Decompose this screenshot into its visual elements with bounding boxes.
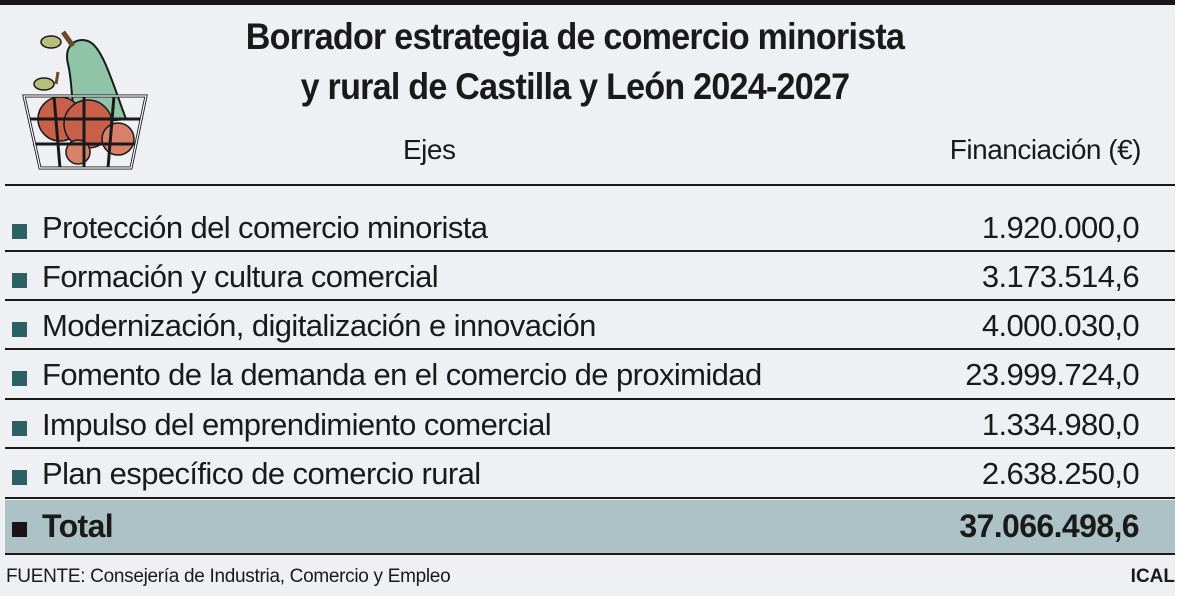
square-bullet-icon [12,272,27,288]
row-divider [5,299,1175,301]
row-value: 3.173.514,6 [981,259,1140,294]
square-bullet-icon [12,321,27,337]
header-divider [5,184,1175,186]
row-divider [5,497,1175,499]
row-label: Fomento de la demanda en el comercio de … [42,357,762,392]
table-row: Impulso del emprendimiento comercial 1.3… [5,401,1175,449]
column-header-ejes: Ejes [403,134,456,165]
row-value: 23.999.724,0 [965,357,1139,392]
total-label: Total [42,508,114,544]
table-row: Formación y cultura comercial 3.173.514,… [5,253,1175,301]
row-divider [5,250,1175,252]
source-note: FUENTE: Consejería de Industria, Comerci… [6,566,451,587]
row-value: 1.334.980,0 [981,407,1140,442]
total-row: Total 37.066.498,6 [5,500,1175,553]
basket-of-fruit-icon [22,30,148,170]
total-divider [5,553,1175,555]
row-divider [5,447,1175,449]
row-value: 4.000.030,0 [981,308,1140,343]
column-header-financiacion: Financiación (€) [949,134,1142,165]
row-value: 2.638.250,0 [981,456,1140,491]
row-value: 1.920.000,0 [981,210,1140,245]
row-divider [5,398,1175,400]
title-line-1: Borrador estrategia de comercio minorist… [245,16,905,57]
row-divider [5,348,1175,350]
row-label: Impulso del emprendimiento comercial [42,407,552,442]
square-bullet-icon [12,522,27,537]
row-label: Plan específico de comercio rural [42,456,481,491]
page-title: Borrador estrategia de comercio minorist… [184,12,966,112]
table-row: Fomento de la demanda en el comercio de … [5,351,1175,399]
square-bullet-icon [12,223,27,239]
brand-credit: ICAL [1130,566,1175,587]
square-bullet-icon [12,370,27,386]
square-bullet-icon [12,469,27,485]
total-value: 37.066.498,6 [959,508,1139,544]
table-row: Modernización, digitalización e innovaci… [5,302,1175,350]
top-rule [0,0,1175,5]
table-row: Plan específico de comercio rural 2.638.… [5,450,1175,498]
row-label: Formación y cultura comercial [42,259,439,294]
row-label: Modernización, digitalización e innovaci… [42,308,596,343]
square-bullet-icon [12,420,27,436]
title-line-2: y rural de Castilla y León 2024-2027 [300,66,850,107]
row-label: Protección del comercio minorista [42,210,488,245]
table-row: Protección del comercio minorista 1.920.… [5,204,1175,252]
